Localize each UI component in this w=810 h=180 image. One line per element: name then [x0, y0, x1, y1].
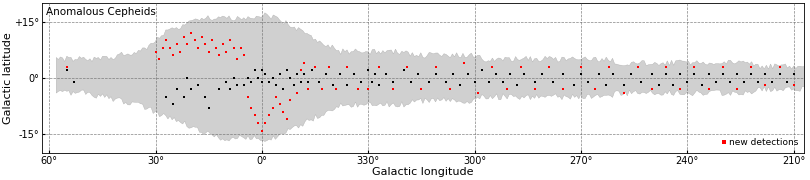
Polygon shape	[56, 13, 810, 141]
Y-axis label: Galactic latitude: Galactic latitude	[2, 32, 13, 124]
Legend: new detections: new detections	[719, 136, 799, 148]
X-axis label: Galactic longitude: Galactic longitude	[373, 167, 474, 177]
Text: Anomalous Cepheids: Anomalous Cepheids	[46, 7, 156, 17]
